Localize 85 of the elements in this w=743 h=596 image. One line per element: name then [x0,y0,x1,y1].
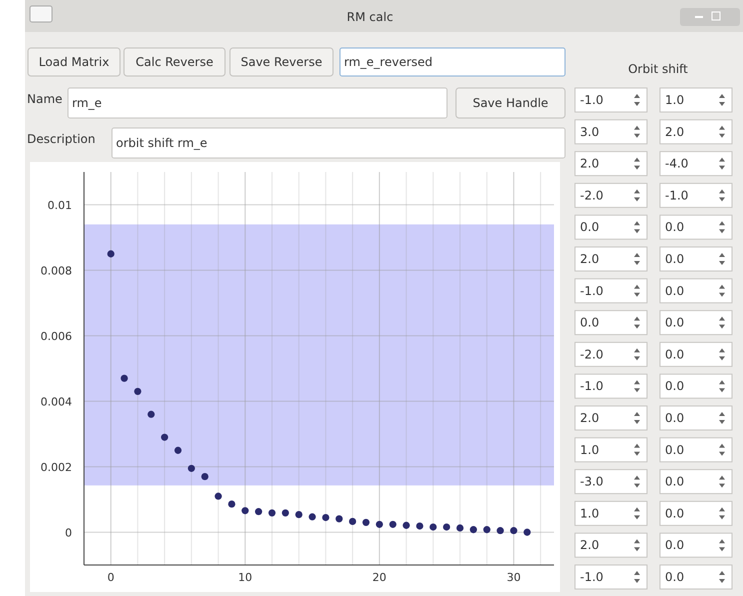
text: 1.0 [665,93,684,107]
text: rm_e_reversed [344,55,433,69]
text: 2.0 [665,124,684,139]
text: Load Matrix [38,55,110,69]
y-tick-label: 0 [65,526,72,540]
point [242,507,249,514]
text: 1.0 [580,442,600,457]
point [201,473,208,480]
point [228,500,236,508]
text: 0.0 [665,316,684,330]
text: 0.0 [665,506,684,520]
point [483,526,490,534]
point [402,522,410,529]
text: 0.0 [665,411,684,425]
text: Save Handle [472,96,548,110]
text: -1.0 [665,188,688,202]
point [376,520,383,528]
text: 0.0 [665,284,684,298]
text: -1.0 [580,379,604,394]
text: 3.0 [580,124,600,139]
point [308,513,316,520]
text: -1.0 [580,570,604,584]
text: Name [27,92,62,106]
text: Save Reverse [240,55,322,69]
point [174,446,182,454]
text: rm_e [72,96,102,110]
point [268,509,276,516]
x-tick-label: 20 [372,571,386,584]
text: 0.0 [580,220,600,234]
text: orbit shift rm_e [116,136,208,150]
point [107,250,114,258]
point [524,528,531,536]
point [430,523,437,531]
text: -4.0 [665,156,688,171]
point [456,524,464,532]
point [416,522,424,530]
point [148,410,155,418]
y-tick-label: 0.006 [40,330,72,343]
text: 0.0 [665,570,684,584]
text: 0.0 [580,316,600,330]
text: 2.0 [580,411,600,425]
point [336,515,343,522]
text: Orbit shift [628,62,688,76]
text: 0.0 [665,347,684,362]
point [470,526,477,534]
text: 0.0 [665,538,684,552]
text: -1.0 [580,284,604,298]
text: 2.0 [580,252,600,266]
y-tick-label: 0.004 [40,395,72,408]
text: 1.0 [580,506,600,520]
text: -3.0 [580,474,604,489]
point [161,434,168,441]
y-tick-label: 0.01 [48,198,72,212]
text: -1.0 [580,93,604,107]
point [282,509,289,516]
text: RM calc [346,10,394,24]
text: 0.0 [665,474,684,489]
text: 0.0 [665,379,684,394]
text: 0.0 [665,252,684,266]
text: -2.0 [580,347,604,362]
text: -2.0 [580,188,604,202]
x-tick-label: 30 [506,571,521,584]
point [510,527,518,534]
text: 0.0 [665,442,684,457]
point [255,508,262,516]
point [389,520,396,528]
x-tick-label: 0 [107,571,114,584]
text: Description [27,132,96,146]
text: 2.0 [580,538,600,552]
point [443,523,450,531]
point [188,464,195,472]
point [496,527,504,534]
point [214,492,222,500]
point [349,518,356,526]
text: Calc Reverse [136,55,214,69]
point [134,388,142,395]
point [322,514,330,522]
text: 0.0 [665,220,684,234]
y-tick-label: 0.002 [40,460,72,474]
y-tick-label: 0.008 [40,264,72,278]
x-tick-label: 10 [238,571,252,584]
text: 2.0 [580,156,600,171]
point [362,518,370,526]
point [295,511,302,518]
point [120,374,128,382]
